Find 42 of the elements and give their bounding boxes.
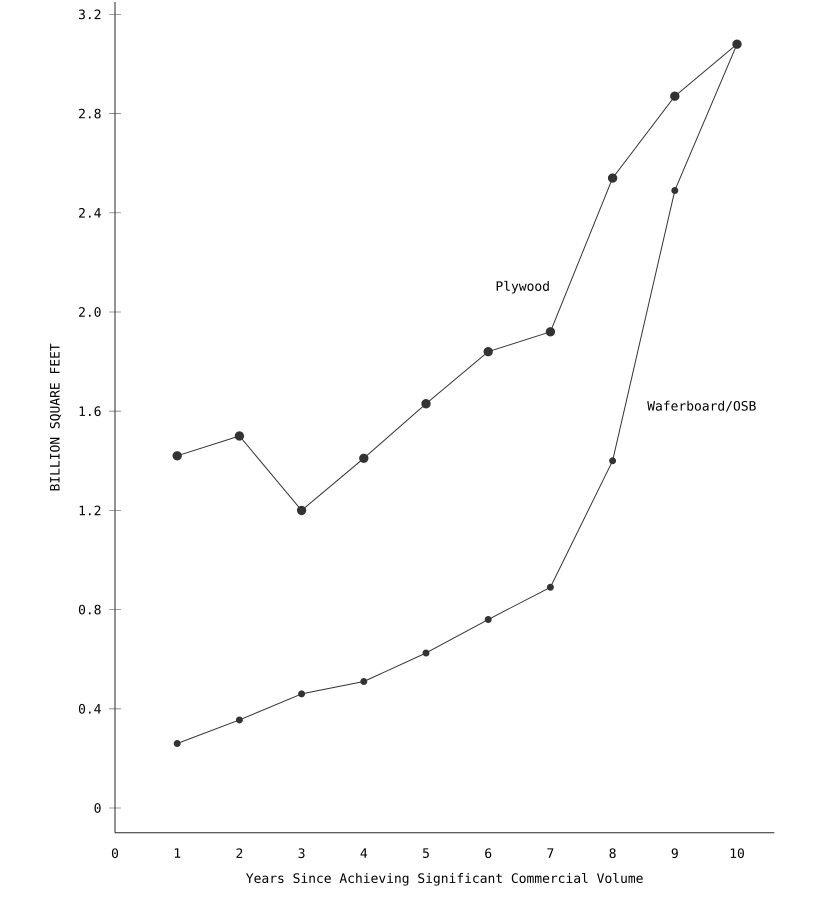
point xyxy=(296,506,306,516)
x-tick-label: 5 xyxy=(423,848,429,858)
point xyxy=(298,690,306,698)
y-tick-label: 3.2 xyxy=(78,9,100,20)
y-tick-label: 1.2 xyxy=(80,506,100,516)
point xyxy=(359,454,368,464)
point xyxy=(670,92,680,101)
x-tick-label: 10 xyxy=(730,848,744,858)
point xyxy=(422,649,430,656)
x-tick-label: 8 xyxy=(610,848,616,858)
point xyxy=(234,431,244,441)
point xyxy=(546,584,554,591)
y-tick-label: 2.8 xyxy=(79,108,101,118)
x-tick-label: 9 xyxy=(672,848,678,858)
y-tick-label: 0.4 xyxy=(78,704,101,714)
point xyxy=(421,399,431,408)
y-tick-label: 2.4 xyxy=(79,208,101,218)
x-tick-label: 3 xyxy=(298,848,305,858)
y-tick-label: 0.8 xyxy=(78,604,101,614)
y-tick-label: 2.0 xyxy=(79,307,101,317)
x-tick-label: 4 xyxy=(360,848,368,858)
series-label: Waferboard/OSB xyxy=(647,400,756,412)
point xyxy=(546,327,556,337)
x-tick-label: 7 xyxy=(547,848,554,858)
point xyxy=(608,173,618,183)
point xyxy=(484,346,493,356)
point xyxy=(172,451,182,461)
x-axis-title: Years Since Achieving Significant Commercial Volume xyxy=(246,872,643,886)
point xyxy=(671,186,678,194)
point xyxy=(174,740,181,748)
point xyxy=(236,716,243,724)
point xyxy=(609,457,616,464)
x-tick-label: 0 xyxy=(112,848,118,858)
point xyxy=(484,616,492,624)
y-tick-label: 1.6 xyxy=(80,406,101,416)
y-axis-title: BILLION SQUARE FEET xyxy=(50,344,62,490)
y-tick-label: 0 xyxy=(94,803,101,813)
point xyxy=(360,678,368,686)
x-tick-label: 1 xyxy=(174,848,180,858)
x-tick-label: 6 xyxy=(485,848,492,858)
x-tick-label: 2 xyxy=(236,848,242,858)
series-label: Plywood xyxy=(496,280,549,294)
